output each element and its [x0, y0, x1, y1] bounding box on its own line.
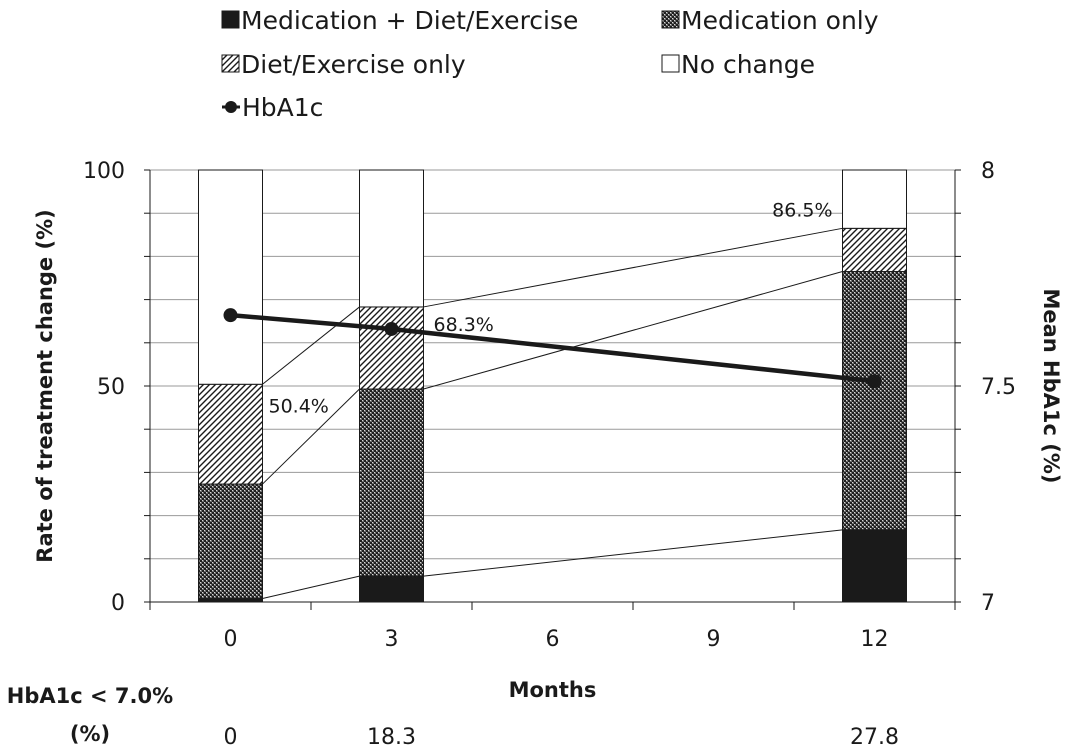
legend-label-hba1c: HbA1c [242, 93, 323, 122]
x-tick-label: 12 [861, 627, 889, 652]
legend-swatch-hba1c-marker [225, 101, 237, 113]
hba1c-point-0 [223, 308, 238, 323]
x-tick-label: 9 [707, 627, 721, 652]
legend-label-2: Diet/Exercise only [241, 50, 466, 79]
legend-label-3: No change [681, 50, 815, 79]
axes: 0 50 100 7 7.5 8 0 3 6 9 12 Rate of treatment chang… [33, 159, 1063, 702]
legend-swatch-3 [661, 54, 680, 73]
connector-line [423, 529, 843, 577]
bar-segment-1-2 [359, 306, 424, 390]
y-axis-title: Rate of treatment change (%) [33, 209, 57, 562]
percent-label-0: 50.4% [269, 395, 329, 417]
bar-segment-0-1 [198, 483, 263, 600]
hba1c-row-value-2: 27.8 [850, 725, 899, 749]
bar-segment-2-1 [842, 271, 907, 531]
hba1c-point-1 [384, 321, 399, 336]
hba1c-row-value-0: 0 [224, 725, 238, 749]
y-right-tick-label: 7 [981, 591, 995, 616]
percent-label-1: 68.3% [434, 314, 494, 336]
legend-label-1: Medication only [681, 6, 879, 35]
stacked-bars [198, 169, 907, 603]
y-right-axis-title: Mean HbA1c (%) [1039, 288, 1063, 483]
gridlines [150, 169, 955, 560]
bar-segment-0-0 [198, 598, 263, 603]
legend-swatch-0 [221, 10, 240, 29]
y-right-tick-label: 8 [981, 159, 995, 184]
bar-segment-1-3 [359, 169, 424, 308]
percent-label-2: 86.5% [772, 199, 832, 221]
connector-line [262, 575, 360, 600]
x-axis-title: Months [509, 678, 597, 702]
hba1c-row-value-1: 18.3 [367, 725, 416, 749]
bar-segment-2-0 [842, 529, 907, 603]
y-right-tick-label: 7.5 [981, 375, 1016, 400]
hba1c-line [230, 312, 875, 384]
bar-segment-0-3 [198, 169, 263, 385]
hba1c-row-title-line1: HbA1c < 7.0% [7, 684, 173, 708]
bar-segment-0-2 [198, 383, 263, 485]
legend-swatch-2 [221, 54, 240, 73]
bar-segment-1-1 [359, 388, 424, 577]
connector-line [262, 306, 360, 385]
bar-segment-1-0 [359, 575, 424, 603]
connector-line [423, 271, 843, 390]
hba1c-row-title-line2: (%) [70, 722, 110, 746]
bar-connector-lines [262, 227, 843, 600]
hba1c-line-series [223, 308, 882, 389]
y-tick-label: 100 [83, 159, 125, 184]
legend-label-0: Medication + Diet/Exercise [241, 6, 578, 35]
connector-line [262, 388, 360, 485]
hba1c-point-2 [867, 374, 882, 389]
x-tick-label: 0 [224, 627, 238, 652]
legend-swatch-1 [661, 10, 680, 29]
y-tick-label: 50 [97, 375, 125, 400]
x-tick-label: 6 [546, 627, 560, 652]
x-tick-label: 3 [385, 627, 399, 652]
legend: Medication + Diet/Exercise Medication onl… [221, 6, 879, 122]
bar-segment-2-3 [842, 169, 907, 229]
connector-line [423, 227, 843, 308]
labels: 50.4% 68.3% 86.5% HbA1c < 7.0% (%) 0 18.3 27.8 [7, 199, 899, 749]
y-tick-label: 0 [111, 591, 125, 616]
bar-segment-2-2 [842, 227, 907, 273]
